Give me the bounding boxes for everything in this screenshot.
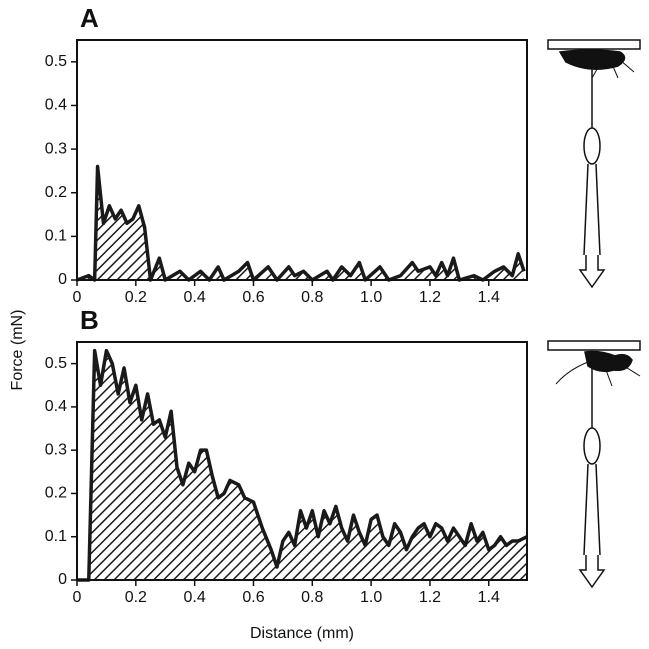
- x-tick-label: 1.0: [360, 589, 382, 606]
- illustration-a: [547, 39, 641, 289]
- line: [76, 164, 526, 282]
- x-tick-label: 1.2: [419, 589, 441, 606]
- y-tick-label: 0.3: [45, 441, 67, 458]
- y-tick-label: 0.1: [45, 228, 67, 245]
- y-tick-label: 0.1: [45, 528, 67, 545]
- panel-label: B: [80, 305, 99, 335]
- y-axis-label: Force (mN): [9, 310, 26, 391]
- x-tick-label: 0.8: [301, 289, 323, 306]
- x-tick-label: 0: [73, 589, 82, 606]
- x-tick-label: 0.2: [125, 289, 147, 306]
- plot-frame: [76, 341, 528, 581]
- x-tick-label: 1.4: [478, 289, 500, 306]
- line: [77, 348, 528, 582]
- x-tick-label: 0.6: [242, 289, 264, 306]
- x-tick-label: 1.4: [478, 589, 500, 606]
- x-axis-label: Distance (mm): [250, 625, 354, 642]
- y-tick-label: 0: [58, 571, 67, 588]
- plot-frame: [76, 39, 528, 281]
- area-fill: [77, 350, 527, 580]
- x-tick-label: 1.0: [360, 289, 382, 306]
- area-fill: [77, 166, 525, 280]
- x-tick-label: 0.8: [301, 589, 323, 606]
- y-tick-label: 0.5: [45, 53, 67, 70]
- x-tick-label: 1.2: [419, 289, 441, 306]
- panel-label: A: [80, 3, 99, 33]
- y-tick-label: 0.5: [45, 355, 67, 372]
- x-tick-label: 0.4: [184, 589, 206, 606]
- y-tick-label: 0.4: [45, 398, 67, 415]
- x-tick-label: 0.6: [242, 589, 264, 606]
- y-tick-label: 0.2: [45, 485, 67, 502]
- y-tick-label: 0.4: [45, 97, 67, 114]
- y-tick-label: 0.2: [45, 184, 67, 201]
- x-tick-label: 0: [73, 289, 82, 306]
- x-tick-label: 0.2: [125, 589, 147, 606]
- illustration-b: [547, 340, 641, 589]
- y-tick-label: 0: [58, 271, 67, 288]
- y-tick-label: 0.3: [45, 140, 67, 157]
- x-tick-label: 0.4: [184, 289, 206, 306]
